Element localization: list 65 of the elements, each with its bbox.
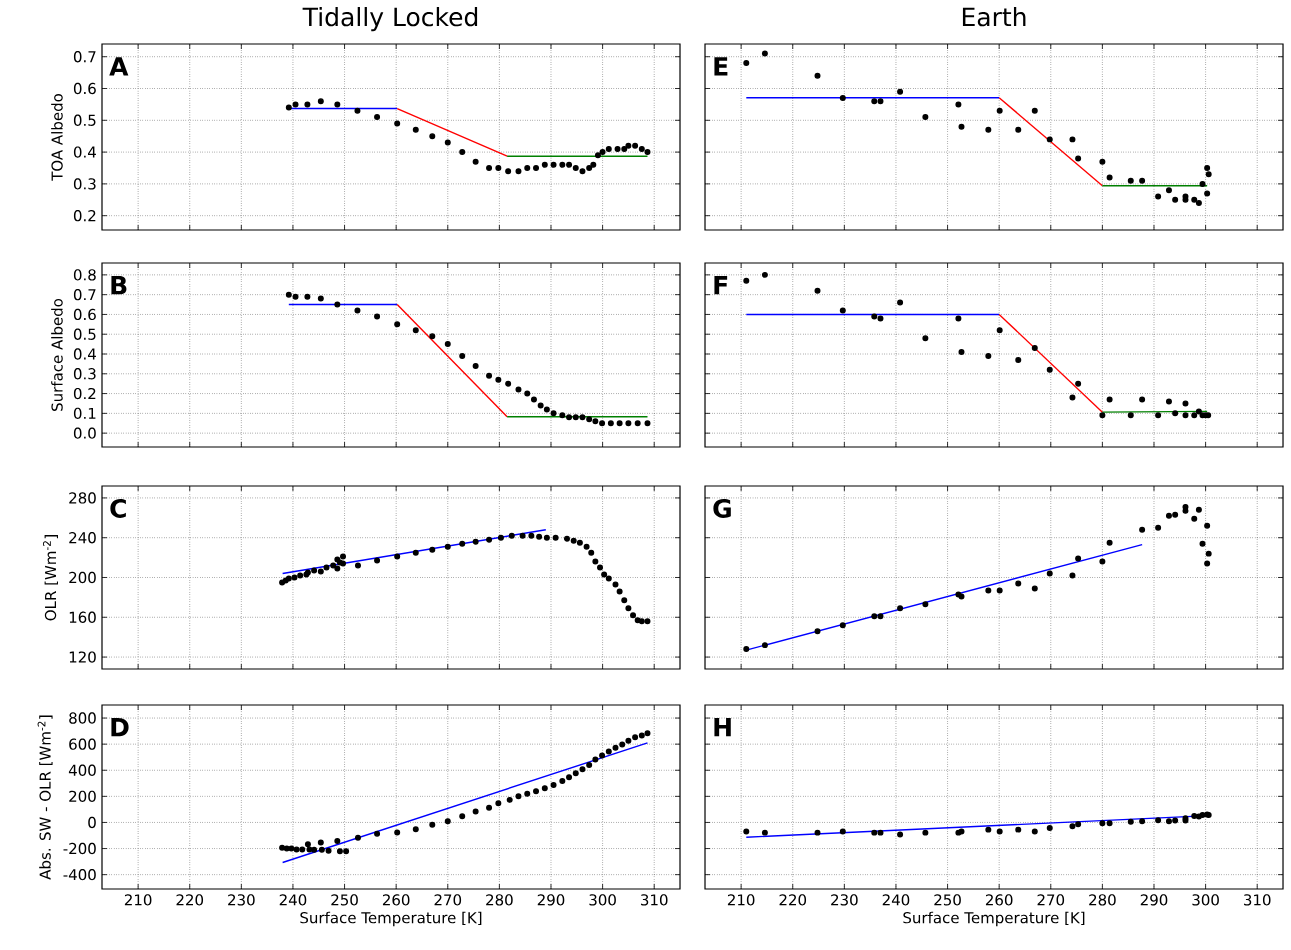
y-tick-label: 160 — [69, 611, 96, 623]
y-tick-label: 0.4 — [73, 146, 96, 158]
chart-title: Tidally Locked — [302, 7, 478, 32]
y-tick-label: 200 — [69, 571, 96, 584]
x-tick-label: 240 — [279, 894, 307, 906]
y-tick-label: 0.1 — [73, 407, 96, 420]
y-axis-title: TOA Albedo — [51, 94, 63, 181]
y-tick-label: 0 — [88, 816, 96, 829]
x-axis-title: Surface Temperature [K] — [300, 911, 482, 927]
x-tick-label: 260 — [985, 894, 1013, 906]
x-tick-label: 210 — [727, 894, 755, 906]
x-tick-label: 300 — [589, 894, 616, 906]
y-tick-label: 0.2 — [73, 387, 96, 400]
y-tick-label: -400 — [63, 868, 96, 881]
x-tick-label: 290 — [537, 894, 565, 906]
y-tick-label: 0.2 — [73, 210, 96, 222]
x-tick-label: 230 — [831, 894, 858, 906]
x-tick-label: 310 — [1244, 894, 1271, 906]
y-tick-label: 0.5 — [73, 114, 96, 126]
y-tick-label: 0.7 — [73, 288, 96, 301]
y-tick-label: 0.0 — [73, 427, 96, 439]
x-tick-label: 220 — [779, 894, 807, 906]
chart-title: Earth — [962, 7, 1026, 27]
x-tick-label: 270 — [1037, 894, 1065, 906]
x-tick-label: 280 — [1089, 894, 1116, 906]
y-axis-title: Abs. SW - OLR [Wm$^{-2}$] — [37, 715, 53, 880]
y-tick-label: 240 — [69, 532, 96, 544]
y-tick-label: 280 — [69, 492, 96, 504]
x-tick-label: 250 — [934, 894, 961, 906]
x-tick-label: 290 — [1140, 894, 1168, 906]
y-tick-label: 120 — [69, 651, 96, 663]
annotation: G — [713, 499, 731, 518]
y-tick-label: 0.6 — [73, 308, 96, 321]
y-tick-label: 0.5 — [73, 328, 96, 340]
y-tick-label: 0.4 — [73, 348, 96, 360]
y-tick-label: 400 — [68, 764, 96, 776]
x-tick-label: 270 — [434, 894, 462, 906]
y-tick-label: 600 — [69, 738, 96, 750]
annotation: E — [714, 57, 728, 76]
y-tick-label: 0.3 — [73, 368, 96, 380]
annotation: A — [109, 57, 129, 76]
x-tick-label: 300 — [1192, 894, 1219, 906]
annotation: D — [111, 718, 129, 737]
y-tick-label: 0.7 — [73, 51, 96, 63]
x-tick-label: 210 — [124, 894, 152, 906]
y-axis-title: OLR [Wm$^{-2}$] — [42, 535, 58, 621]
x-tick-label: 250 — [331, 894, 358, 906]
x-tick-label: 230 — [228, 894, 255, 906]
y-tick-label: 800 — [69, 712, 96, 724]
y-axis-title: Surface Albedo — [51, 298, 63, 411]
y-tick-label: 200 — [69, 790, 96, 803]
y-tick-label: -200 — [63, 842, 96, 855]
annotation: F — [714, 276, 728, 295]
y-tick-label: 0.3 — [73, 178, 96, 190]
x-tick-label: 220 — [176, 894, 204, 906]
x-tick-label: 310 — [641, 894, 668, 906]
x-tick-label: 260 — [382, 894, 410, 906]
x-axis-title: Surface Temperature [K] — [903, 911, 1085, 927]
x-tick-label: 240 — [882, 894, 910, 906]
annotation: C — [110, 499, 126, 518]
x-tick-label: 280 — [486, 894, 513, 906]
annotation: B — [111, 276, 127, 295]
y-tick-label: 0.6 — [73, 82, 96, 95]
annotation: H — [714, 718, 731, 737]
y-tick-label: 0.8 — [73, 269, 96, 281]
